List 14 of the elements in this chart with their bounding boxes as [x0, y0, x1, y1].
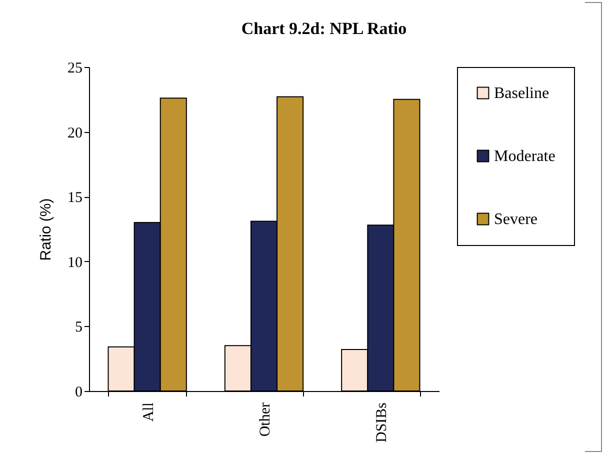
legend-label: Severe — [494, 211, 538, 228]
chart-title: Chart 9.2d: NPL Ratio — [241, 19, 407, 38]
legend-label: Moderate — [494, 148, 556, 165]
legend-label: Baseline — [494, 85, 550, 102]
x-tick-label: All — [140, 402, 157, 422]
y-tick-label: 0 — [75, 384, 82, 400]
y-tick-label: 15 — [68, 190, 82, 206]
x-tick-label: DSIBs — [374, 402, 390, 443]
y-tick-label: 5 — [75, 320, 82, 336]
y-tick-label: 25 — [68, 60, 82, 76]
y-tick-label: 20 — [68, 125, 82, 142]
y-axis-title: Ratio (%) — [38, 198, 54, 261]
y-tick-label: 10 — [68, 254, 82, 271]
x-tick-label: Other — [258, 402, 274, 437]
